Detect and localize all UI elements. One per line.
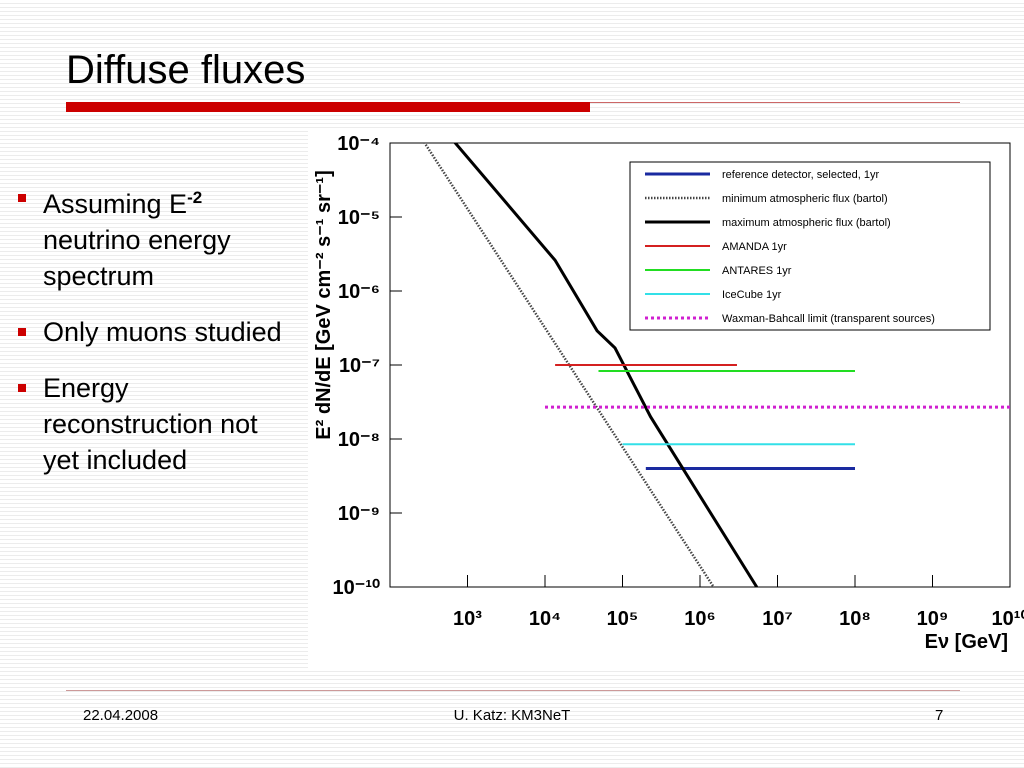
legend-label: minimum atmospheric flux (bartol)	[722, 193, 888, 205]
x-tick-label: 10⁶	[684, 608, 715, 630]
x-tick-label: 10⁵	[607, 608, 639, 630]
chart: E² dN/dE [GeV cm⁻² s⁻¹ sr⁻¹] Eν [GeV] 10…	[308, 128, 1024, 668]
bullet-sup: -2	[187, 188, 203, 207]
y-axis-label: E² dN/dE [GeV cm⁻² s⁻¹ sr⁻¹]	[313, 170, 335, 439]
bullet-text: Only muons studied	[43, 317, 282, 347]
x-axis-label: Eν [GeV]	[925, 631, 1008, 653]
x-tick-label: 10⁸	[839, 608, 871, 630]
bullet: Only muons studied	[18, 314, 288, 350]
y-tick-label: 10⁻⁶	[338, 281, 380, 303]
slide-title: Diffuse fluxes	[66, 48, 306, 92]
y-tick-label: 10⁻¹⁰	[333, 577, 380, 599]
x-tick-label: 10⁴	[529, 608, 561, 630]
legend-label: maximum atmospheric flux (bartol)	[722, 217, 891, 229]
series-line	[423, 143, 715, 587]
bullet-marker	[18, 194, 26, 202]
x-tick-label: 10³	[453, 608, 482, 630]
title-rule	[590, 102, 960, 103]
legend-label: IceCube 1yr	[722, 289, 782, 301]
bullet: Energy reconstruction not yet included	[18, 370, 288, 478]
bullet-list: Assuming E-2 neutrino energy spectrum On…	[18, 180, 298, 498]
footer-date: 22.04.2008	[83, 707, 159, 724]
y-tick-label: 10⁻⁸	[338, 429, 380, 451]
y-tick-label: 10⁻⁴	[337, 133, 380, 155]
bullet: Assuming E-2 neutrino energy spectrum	[18, 180, 288, 294]
legend-label: reference detector, selected, 1yr	[722, 169, 879, 181]
title-bar	[66, 102, 590, 112]
bullet-text: neutrino energy spectrum	[43, 225, 231, 291]
x-tick-label: 10⁷	[762, 608, 793, 630]
legend-label: Waxman-Bahcall limit (transparent source…	[722, 313, 935, 325]
x-tick-label: 10⁹	[917, 608, 949, 630]
bullet-marker	[18, 384, 26, 392]
bullet-text: Energy reconstruction not yet included	[43, 373, 258, 475]
y-tick-label: 10⁻⁷	[339, 355, 380, 377]
footer-author: U. Katz: KM3NeT	[453, 707, 571, 724]
bullet-marker	[18, 328, 26, 336]
footer-page: 7	[935, 707, 944, 724]
y-tick-label: 10⁻⁵	[338, 207, 380, 229]
legend-label: AMANDA 1yr	[722, 241, 787, 253]
bullet-text: Assuming E	[43, 189, 188, 219]
footer-rule	[66, 690, 960, 691]
y-tick-label: 10⁻⁹	[338, 503, 380, 525]
legend-label: ANTARES 1yr	[722, 265, 792, 277]
